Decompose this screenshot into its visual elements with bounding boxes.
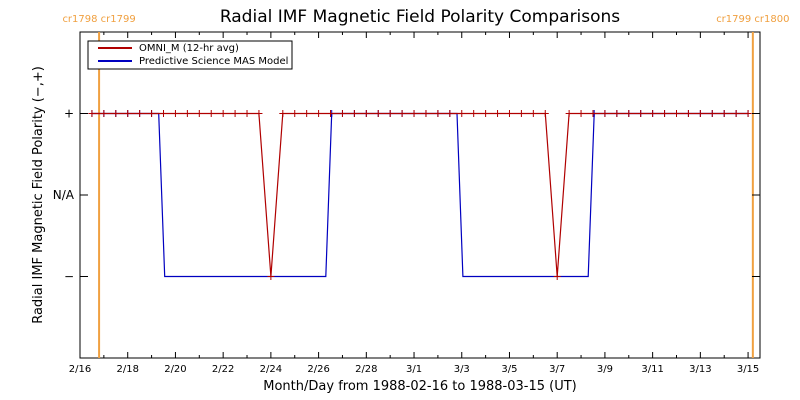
- legend-label-mas: Predictive Science MAS Model: [139, 56, 288, 67]
- x-tick-label: 3/13: [689, 364, 711, 375]
- x-tick-label: 2/16: [69, 364, 91, 375]
- x-tick-label: 2/18: [116, 364, 138, 375]
- x-tick-label: 3/7: [549, 364, 565, 375]
- cr-boundary-label: cr1798 cr1799: [62, 14, 135, 25]
- chart-title: Radial IMF Magnetic Field Polarity Compa…: [220, 7, 620, 27]
- legend-box: [87, 40, 293, 70]
- x-tick-label: 2/20: [164, 364, 186, 375]
- legend: OMNI_M (12-hr avg) Predictive Science MA…: [87, 40, 293, 70]
- series-lines: [88, 110, 752, 280]
- y-tick-label: N/A: [53, 188, 75, 202]
- y-axis-ticks: + N/A −: [53, 107, 760, 284]
- y-tick-label: +: [64, 107, 74, 121]
- x-tick-label: 3/5: [501, 364, 517, 375]
- cr-boundary-label: cr1799 cr1800: [716, 14, 789, 25]
- x-tick-label: 3/15: [737, 364, 759, 375]
- x-tick-label: 3/1: [406, 364, 422, 375]
- x-tick-label: 2/28: [355, 364, 377, 375]
- x-tick-label: 3/11: [641, 364, 663, 375]
- y-tick-label: −: [64, 270, 74, 284]
- x-tick-label: 2/22: [212, 364, 234, 375]
- x-tick-label: 2/26: [307, 364, 329, 375]
- x-axis-ticks: 2/16 2/18 2/20 2/22 2/24 2/26 2/28 3/1 3/3 3/5 3/7…: [69, 32, 759, 375]
- plot-frame: [79, 31, 761, 359]
- legend-label-omni: OMNI_M (12-hr avg): [139, 43, 239, 54]
- y-axis-label: Radial IMF Magnetic Field Polarity (−,+): [31, 66, 46, 324]
- x-tick-label: 3/9: [597, 364, 613, 375]
- x-axis-label: Month/Day from 1988-02-16 to 1988-03-15 …: [263, 379, 576, 394]
- series-line-0: [91, 112, 749, 277]
- series-line-1: [91, 112, 749, 278]
- x-tick-label: 3/3: [454, 364, 470, 375]
- x-tick-label: 2/24: [260, 364, 282, 375]
